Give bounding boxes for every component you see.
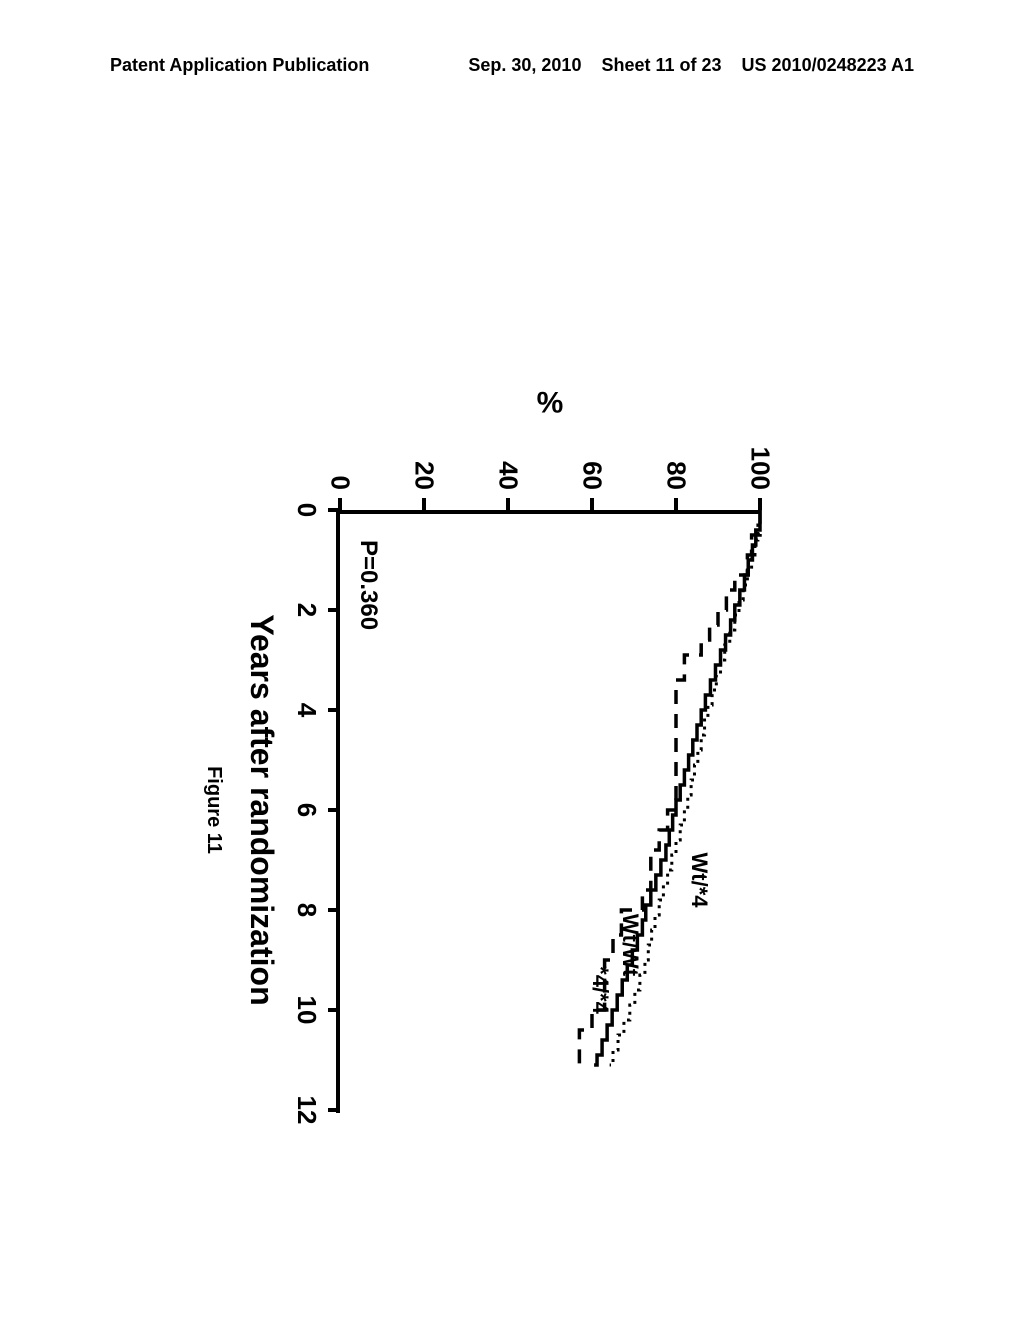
- y-tick: [422, 498, 426, 510]
- x-tick-label: 10: [291, 996, 322, 1025]
- page-header: Patent Application Publication Sep. 30, …: [0, 55, 1024, 76]
- y-axis-title: %: [537, 386, 564, 420]
- x-tick-label: 6: [291, 803, 322, 817]
- y-tick: [758, 498, 762, 510]
- x-tick: [328, 708, 340, 712]
- series-label-Wt/*4: Wt/*4: [686, 853, 712, 908]
- x-tick: [328, 1108, 340, 1112]
- x-tick: [328, 908, 340, 912]
- header-left: Patent Application Publication: [110, 55, 369, 76]
- y-tick-label: 0: [325, 430, 356, 490]
- x-tick-label: 2: [291, 603, 322, 617]
- y-tick: [674, 498, 678, 510]
- x-tick-label: 4: [291, 703, 322, 717]
- y-tick-label: 80: [661, 430, 692, 490]
- y-tick-label: 40: [493, 430, 524, 490]
- x-tick-label: 0: [291, 503, 322, 517]
- series-label-Wt/Wt: Wt/Wt: [617, 914, 643, 976]
- y-tick: [338, 498, 342, 510]
- header-sheet: Sheet 11 of 23: [601, 55, 721, 76]
- x-tick: [328, 608, 340, 612]
- y-tick-label: 60: [577, 430, 608, 490]
- figure-rotated-container: 024681012020406080100 % Years after rand…: [240, 390, 780, 1150]
- series-label-*4/*4: *4/*4: [587, 966, 613, 1014]
- plot-region: Wt/Wt Wt/*4 *4/*4: [340, 510, 760, 1110]
- y-tick-label: 20: [409, 430, 440, 490]
- y-tick: [506, 498, 510, 510]
- x-tick: [328, 808, 340, 812]
- header-date: Sep. 30, 2010: [468, 55, 581, 76]
- header-right: Sep. 30, 2010 Sheet 11 of 23 US 2010/024…: [468, 55, 914, 76]
- y-tick: [590, 498, 594, 510]
- header-pubno: US 2010/0248223 A1: [742, 55, 914, 76]
- series-Wt/*4: [610, 510, 760, 1065]
- x-tick-label: 8: [291, 903, 322, 917]
- curves-svg: [340, 510, 760, 1110]
- chart-area: 024681012020406080100 % Years after rand…: [240, 390, 780, 1150]
- y-tick-label: 100: [745, 430, 776, 490]
- x-axis-title: Years after randomization: [243, 614, 280, 1005]
- figure-caption: Figure 11: [202, 766, 225, 854]
- x-tick-label: 12: [291, 1096, 322, 1125]
- x-tick: [328, 1008, 340, 1012]
